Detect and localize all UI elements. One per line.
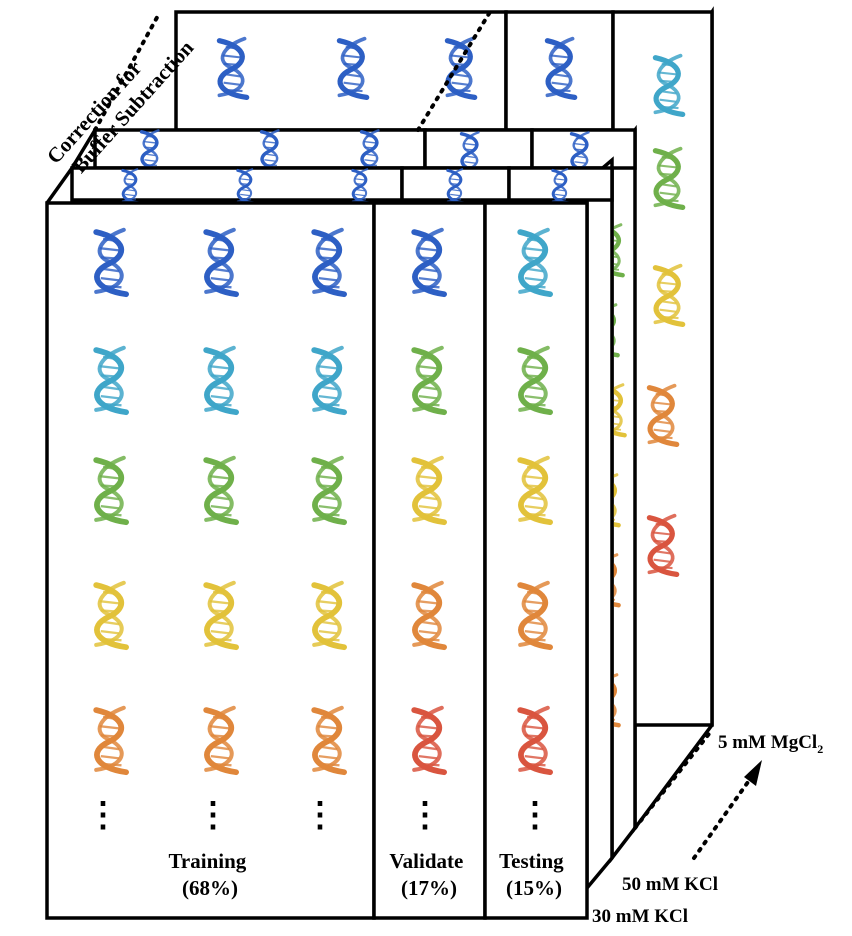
ellipsis-dots: ⋮ — [196, 797, 230, 834]
mid-validate-panel — [423, 128, 534, 170]
depth-arrow-icon — [692, 760, 762, 860]
training-label: Training (68%) — [168, 849, 251, 900]
ellipsis-dots: ⋮ — [518, 797, 552, 834]
training-panel — [45, 201, 376, 920]
mgcl2-label: 5 mM MgCl2 — [718, 732, 823, 756]
ellipsis-dots: ⋮ — [408, 797, 442, 834]
layer-kcl50 — [70, 124, 637, 864]
layer-mgcl2 — [174, 6, 714, 834]
ellipsis-dots: ⋮ — [86, 797, 120, 834]
validate-panel — [372, 201, 487, 920]
layer-kcl30: ⋮ ⋮ ⋮ ⋮ ⋮ — [45, 156, 614, 920]
validate-label: Validate (17%) — [389, 849, 468, 900]
ellipsis-dots: ⋮ — [303, 797, 337, 834]
kcl30-label: 30 mM KCl — [592, 906, 688, 927]
testing-label: Testing (15%) — [499, 849, 569, 900]
testing-panel — [483, 201, 589, 920]
kcl50-label: 50 mM KCl — [622, 874, 718, 895]
depth-lines — [93, 10, 714, 830]
